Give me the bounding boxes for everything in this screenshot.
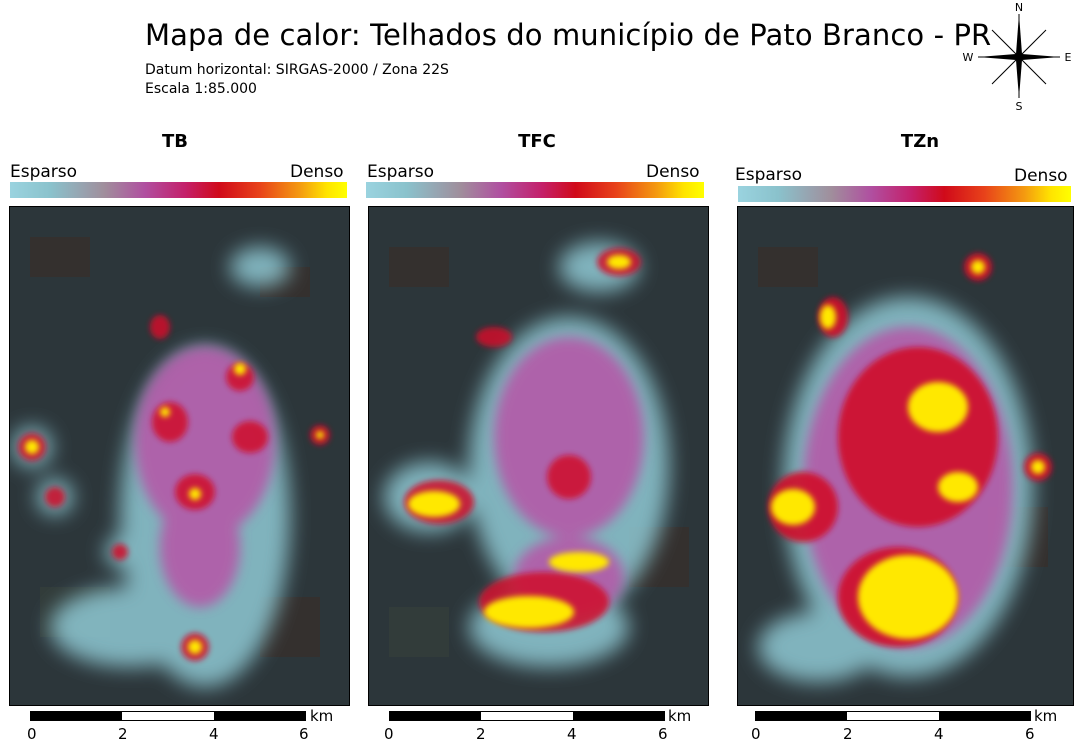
scale-unit: km [668,707,692,725]
compass-n: N [1015,1,1023,14]
scale-tick-4: 4 [209,725,219,743]
heatmap-tzn [737,206,1074,706]
scale-tick-2: 2 [476,725,486,743]
north-arrow-icon: N S E W [960,0,1078,113]
compass-e: E [1065,51,1072,64]
legend-high-label-tb: Denso [290,162,344,182]
compass-w: W [963,51,974,64]
panel-title-tzn: TZn [900,131,940,152]
scale-tick-0: 0 [384,725,394,743]
legend-ramp-tfc [366,182,704,198]
scale-unit: km [310,707,334,725]
scale-tick-2: 2 [843,725,853,743]
scale-tick-6: 6 [658,725,668,743]
scale-tick-6: 6 [299,725,309,743]
scale-tick-0: 0 [751,725,761,743]
legend-high-label-tfc: Denso [646,162,700,182]
compass-s: S [1016,100,1023,112]
scalebar-tzn [755,711,1031,721]
scalebar-tb [30,711,306,721]
legend-low-label-tb: Esparso [10,162,78,182]
map-title: Mapa de calor: Telhados do município de … [145,18,992,52]
legend-high-label-tzn: Denso [1014,166,1068,186]
heatmap-tfc [368,206,709,706]
legend-ramp-tzn [738,186,1071,202]
scale-tick-0: 0 [27,725,37,743]
datum-text: Datum horizontal: SIRGAS-2000 / Zona 22S [145,62,449,78]
scale-tick-2: 2 [118,725,128,743]
panel-title-tb: TB [162,131,188,152]
legend-low-label-tzn: Esparso [735,165,803,185]
scale-tick-6: 6 [1025,725,1035,743]
scale-unit: km [1034,707,1058,725]
legend-ramp-tb [10,182,347,198]
scale-text: Escala 1:85.000 [145,81,257,97]
panel-title-tfc: TFC [518,131,556,152]
heatmap-tb [9,206,350,706]
legend-low-label-tfc: Esparso [367,162,435,182]
scale-tick-4: 4 [567,725,577,743]
scalebar-tfc [389,711,665,721]
scale-tick-4: 4 [934,725,944,743]
